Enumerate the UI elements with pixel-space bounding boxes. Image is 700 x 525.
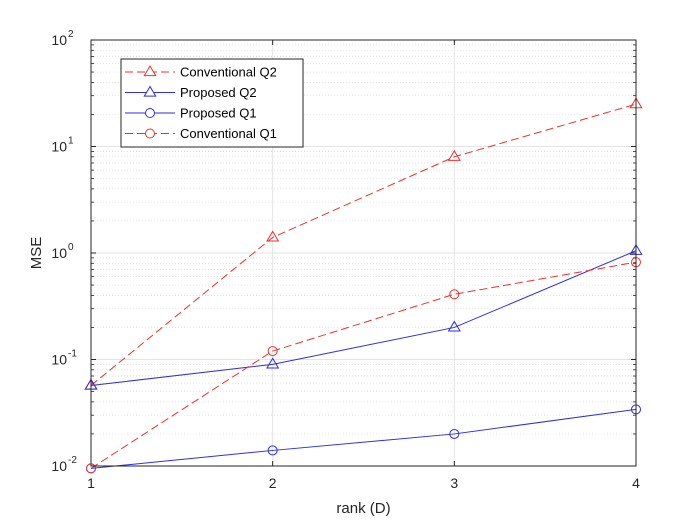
data-point-triangle	[447, 149, 461, 161]
data-point-circle	[267, 346, 278, 357]
legend: Conventional Q2 Proposed Q2 Proposed Q1 Con…	[120, 58, 304, 148]
data-point-triangle	[266, 357, 280, 369]
data-point-circle	[267, 445, 278, 456]
series-line	[90, 250, 637, 386]
series-line	[90, 408, 637, 469]
series-line	[90, 261, 637, 469]
x-tick-label: 4	[632, 475, 640, 491]
legend-entry: Proposed Q1	[125, 106, 257, 121]
legend-label: Conventional Q2	[180, 65, 277, 80]
axes-frame	[90, 39, 637, 467]
legend-label: Conventional Q1	[180, 126, 277, 141]
y-tick-label-exponent: -2	[68, 455, 77, 466]
y-tick-label-exponent: 2	[68, 29, 74, 40]
legend-marker-triangle	[143, 65, 157, 77]
legend-marker-circle	[145, 108, 155, 118]
y-tick-label-exponent: -1	[68, 349, 77, 360]
x-tick-label: 1	[87, 475, 95, 491]
legend-marker-circle	[145, 128, 155, 139]
legend-entry: Conventional Q2	[125, 65, 277, 80]
x-tick-label: 2	[269, 475, 277, 491]
x-axis-label: rank (D)	[336, 500, 390, 517]
legend-entry: Proposed Q2	[125, 85, 257, 100]
data-point-triangle	[266, 230, 280, 242]
y-tick-label: 10	[51, 32, 67, 48]
y-tick-label: 10	[51, 139, 67, 155]
y-axis-label: MSE	[28, 237, 45, 270]
y-tick-label: 10	[51, 458, 67, 474]
legend-marker-triangle	[143, 85, 157, 97]
series-layer	[84, 97, 643, 474]
legend-label: Proposed Q2	[180, 85, 257, 100]
x-tick-label: 3	[450, 475, 458, 491]
series-proposed-q2	[84, 243, 643, 390]
data-point-circle	[449, 428, 460, 439]
y-tick-label: 10	[51, 245, 67, 261]
y-tick-label: 10	[51, 352, 67, 368]
legend-label: Proposed Q1	[180, 106, 257, 121]
data-point-circle	[449, 289, 460, 300]
y-tick-label-exponent: 1	[68, 136, 74, 147]
data-point-triangle	[447, 320, 461, 332]
y-tick-label-exponent: 0	[68, 242, 74, 253]
legend-entry: Conventional Q1	[125, 126, 277, 141]
